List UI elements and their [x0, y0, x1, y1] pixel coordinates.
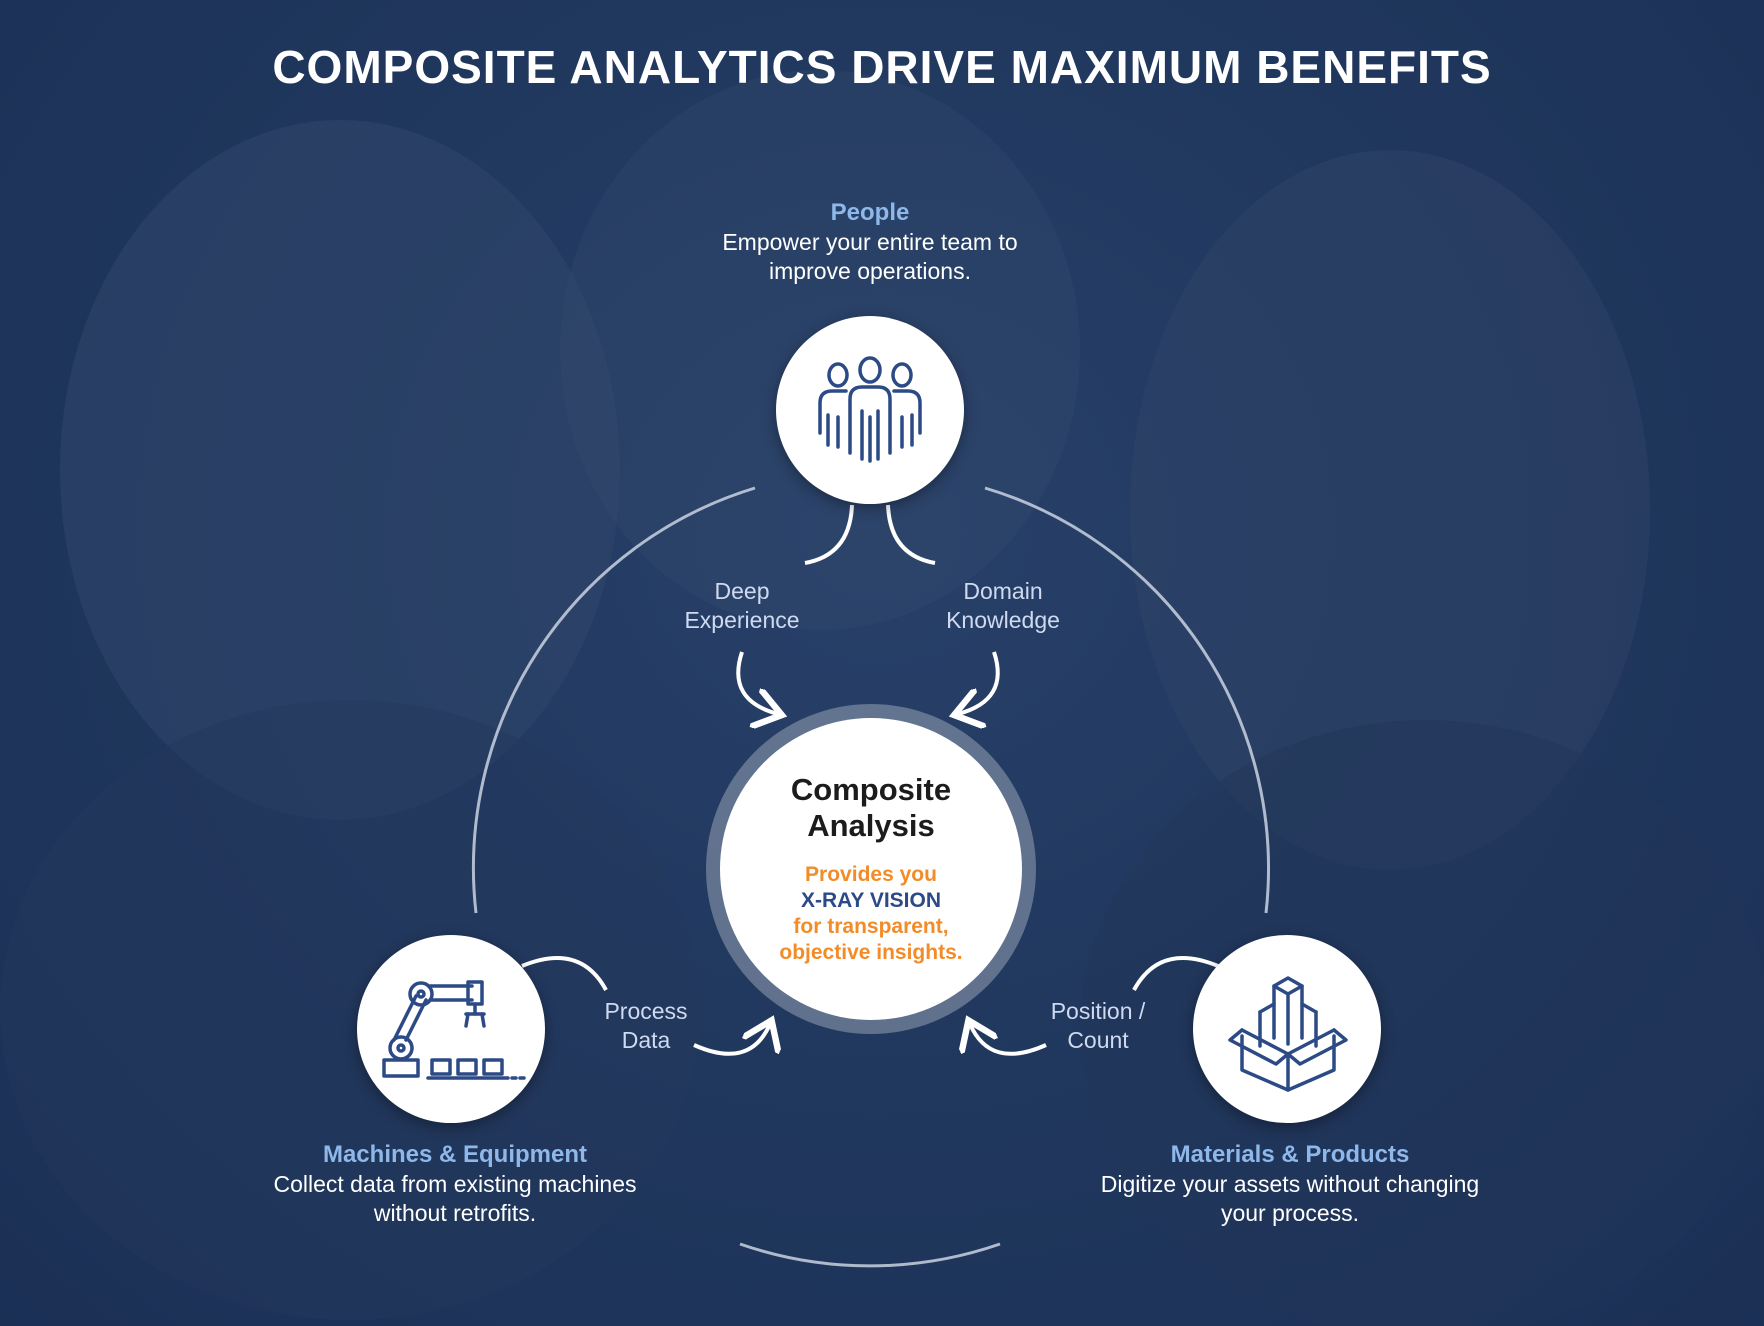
- arrow-deep-experience: [736, 651, 778, 714]
- machines-node: [357, 935, 545, 1123]
- flow-process-line2: Data: [621, 1027, 671, 1053]
- flow-domain-line1: Domain: [963, 578, 1043, 604]
- flow-position-line1: Position /: [1050, 998, 1146, 1024]
- arrow-domain-knowledge: [958, 651, 1000, 714]
- outer-arc-left: [471, 486, 756, 914]
- page-title: COMPOSITE ANALYTICS DRIVE MAXIMUM BENEFI…: [272, 41, 1492, 93]
- center-description: Provides you X-RAY VISION for transparen…: [779, 862, 962, 966]
- flow-position-line2: Count: [1067, 1027, 1129, 1053]
- flow-deep-line2: Experience: [684, 607, 800, 633]
- machines-label: Machines & Equipment Collect data from e…: [205, 1140, 705, 1228]
- box-icon: [1228, 976, 1348, 1092]
- center-title: Composite Analysis: [791, 772, 951, 844]
- machines-desc-line1: Collect data from existing machines: [273, 1171, 637, 1197]
- flow-domain-line2: Knowledge: [946, 607, 1060, 633]
- machines-desc-line2: without retrofits.: [373, 1200, 537, 1226]
- connector-people-left: [804, 504, 854, 565]
- people-desc-line2: improve operations.: [769, 258, 971, 284]
- people-node: [776, 316, 964, 504]
- materials-desc-line2: your process.: [1220, 1200, 1360, 1226]
- outer-arc-right: [984, 486, 1270, 914]
- people-desc-line1: Empower your entire team to: [722, 229, 1018, 255]
- flow-label-domain-knowledge: Domain Knowledge: [903, 577, 1103, 635]
- outer-arc-bottom: [739, 1242, 1001, 1268]
- people-title: People: [830, 199, 910, 226]
- connector-people-right: [886, 504, 936, 565]
- flow-process-line1: Process: [604, 998, 688, 1024]
- center-line3: for transparent,: [793, 915, 949, 938]
- team-icon: [818, 356, 922, 463]
- arrow-position-count: [970, 1024, 1047, 1056]
- connector-materials: [1132, 956, 1219, 991]
- flow-label-deep-experience: Deep Experience: [642, 577, 842, 635]
- flow-label-process-data: Process Data: [566, 997, 726, 1055]
- center-line2: X-RAY VISION: [800, 889, 942, 912]
- robot-arm-icon: [382, 980, 526, 1080]
- people-label: People Empower your entire team to impro…: [620, 198, 1120, 286]
- materials-title: Materials & Products: [1170, 1141, 1410, 1168]
- materials-label: Materials & Products Digitize your asset…: [1040, 1140, 1540, 1228]
- center-title-line2: Analysis: [807, 808, 935, 843]
- center-line1: Provides you: [805, 863, 937, 886]
- materials-node: [1193, 935, 1381, 1123]
- arrow-process-data: [693, 1024, 770, 1056]
- background-photo-shadow-left: [0, 700, 700, 1320]
- center-title-line1: Composite: [790, 772, 952, 807]
- flow-label-position-count: Position / Count: [1018, 997, 1178, 1055]
- machines-title: Machines & Equipment: [322, 1141, 588, 1168]
- composite-analysis-node: Composite Analysis Provides you X-RAY VI…: [720, 718, 1022, 1020]
- center-line4: objective insights.: [779, 941, 963, 964]
- connector-machines: [521, 956, 608, 991]
- materials-desc-line1: Digitize your assets without changing: [1100, 1171, 1480, 1197]
- flow-deep-line1: Deep: [714, 578, 770, 604]
